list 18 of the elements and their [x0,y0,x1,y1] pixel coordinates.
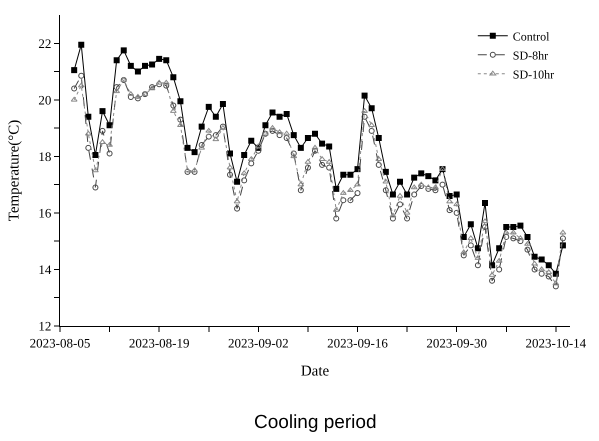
x-tick-label: 2023-09-02 [228,336,289,351]
x-tick-label: 2023-08-19 [128,336,190,351]
legend-label: SD-8hr [512,48,548,62]
legend-label: SD-10hr [512,67,554,82]
y-tick-label: 22 [38,36,52,51]
legend-label: Control [512,29,550,44]
y-tick-label: 14 [38,262,52,277]
y-axis-title: Temperature(°C) [6,120,23,222]
y-tick-label: 20 [38,92,52,108]
y-tick-label: 16 [38,205,52,220]
x-tick-label: 2023-09-16 [327,336,388,351]
x-axis-title: Date [300,364,330,380]
y-tick-label: 12 [38,318,52,334]
text: Cooling period [254,412,377,433]
x-tick-label: 2023-09-30 [426,336,488,351]
y-tick-label: 18 [38,148,52,164]
x-tick-label: 2023-08-05 [30,336,90,351]
x-tick-label: 2023-10-14 [525,336,587,351]
